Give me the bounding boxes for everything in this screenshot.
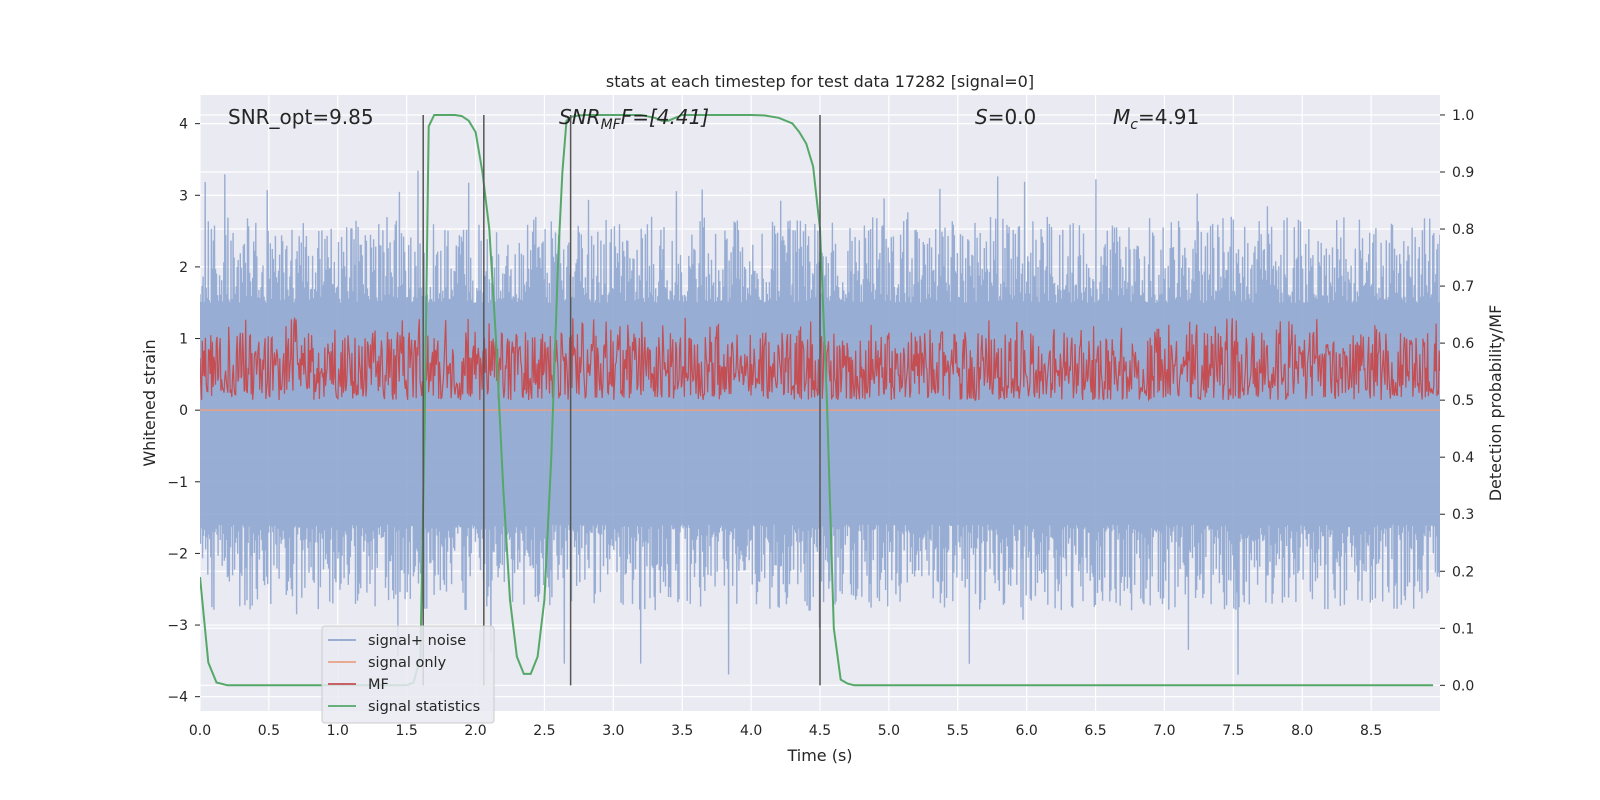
y-right-tick-label-1: 0.9 [1452, 165, 1474, 181]
y-right-axis-ticks: 1.0 0.9 0.8 0.7 0.6 0.5 0.4 0.3 0.2 0.1 0.0 [1440, 108, 1474, 694]
legend-label-mf: MF [368, 677, 389, 693]
x-tick-label-2: 1.0 [327, 723, 349, 739]
annotation-snr-mf-sub: MF [601, 117, 622, 133]
y-right-tick-label-0: 1.0 [1452, 108, 1474, 124]
annotation-s-main: S [975, 105, 988, 129]
x-tick-label-5: 2.5 [533, 723, 555, 739]
x-tick-label-7: 3.5 [671, 723, 693, 739]
x-axis-label: Time (s) [786, 746, 852, 765]
signal-statistics-line [200, 114, 1434, 687]
x-tick-label-14: 7.0 [1153, 723, 1175, 739]
legend-label-signal-noise: signal+ noise [368, 633, 466, 649]
y-left-tick-label-4: 0 [179, 403, 188, 419]
y-right-tick-label-6: 0.4 [1452, 450, 1474, 466]
x-tick-label-4: 2.0 [464, 723, 486, 739]
annotation-snr-mf: SNRMFF=[4.41] [559, 105, 709, 133]
x-tick-label-13: 6.5 [1084, 723, 1106, 739]
x-axis-ticks: 0.0 0.5 1.0 1.5 2.0 2.5 3.0 3.5 4.0 4.5 5.0 5.5 6.0 6… [189, 723, 1382, 739]
x-tick-label-11: 5.5 [947, 723, 969, 739]
x-tick-label-8: 4.0 [740, 723, 762, 739]
annotation-mc-main: M [1113, 105, 1130, 129]
x-tick-label-15: 7.5 [1222, 723, 1244, 739]
y-right-tick-label-7: 0.3 [1452, 507, 1474, 523]
legend-label-signal-only: signal only [368, 655, 447, 671]
chart-title: stats at each timestep for test data 172… [606, 72, 1034, 91]
y-right-tick-label-8: 0.2 [1452, 564, 1474, 580]
y-left-tick-label-3: 1 [179, 332, 188, 348]
x-tick-label-3: 1.5 [396, 723, 418, 739]
annotation-mc: Mc=4.91 [1113, 105, 1199, 133]
annotation-snr-mf-rest: F=[4.41] [621, 105, 709, 129]
y-left-tick-label-0: 4 [179, 117, 188, 133]
annotation-s-rest: =0.0 [988, 105, 1037, 129]
legend-label-signal-statistics: signal statistics [368, 699, 480, 715]
y-right-axis-label: Detection probability/MF [1486, 305, 1505, 502]
x-tick-label-12: 6.0 [1016, 723, 1038, 739]
y-left-tick-label-2: 2 [179, 260, 188, 276]
y-right-tick-label-4: 0.6 [1452, 336, 1474, 352]
annotation-snr-mf-main: SNR [559, 105, 601, 129]
y-right-tick-label-5: 0.5 [1452, 393, 1474, 409]
x-tick-label-0: 0.0 [189, 723, 211, 739]
annotation-snr-opt: SNR_opt=9.85 [228, 105, 374, 129]
y-left-axis-ticks: 4 3 2 1 0 −1 −2 −3 −4 [167, 117, 200, 706]
x-tick-label-6: 3.0 [602, 723, 624, 739]
x-tick-label-10: 5.0 [878, 723, 900, 739]
y-left-tick-label-6: −2 [167, 546, 188, 562]
legend-box [321, 625, 495, 724]
x-tick-label-16: 8.0 [1291, 723, 1313, 739]
legend: signal+ noise signal only MF signal stat… [321, 625, 495, 724]
y-left-tick-label-1: 3 [179, 188, 188, 204]
annotation-mc-sub: c [1130, 117, 1138, 133]
x-tick-label-1: 0.5 [258, 723, 280, 739]
y-right-tick-label-2: 0.8 [1452, 222, 1474, 238]
y-left-tick-label-5: −1 [167, 475, 188, 491]
vertical-markers [422, 114, 821, 686]
y-right-tick-label-3: 0.7 [1452, 279, 1474, 295]
y-right-tick-label-9: 0.1 [1452, 621, 1474, 637]
y-left-tick-label-8: −4 [167, 690, 188, 706]
x-tick-label-9: 4.5 [809, 723, 831, 739]
y-right-tick-label-10: 0.0 [1452, 678, 1474, 694]
annotation-s: S=0.0 [975, 105, 1036, 129]
y-left-tick-label-7: −3 [167, 618, 188, 634]
series-signal-statistics [200, 114, 1434, 687]
x-tick-label-17: 8.5 [1360, 723, 1382, 739]
y-left-axis-label: Whitened strain [140, 339, 159, 466]
annotation-mc-rest: =4.91 [1138, 105, 1199, 129]
